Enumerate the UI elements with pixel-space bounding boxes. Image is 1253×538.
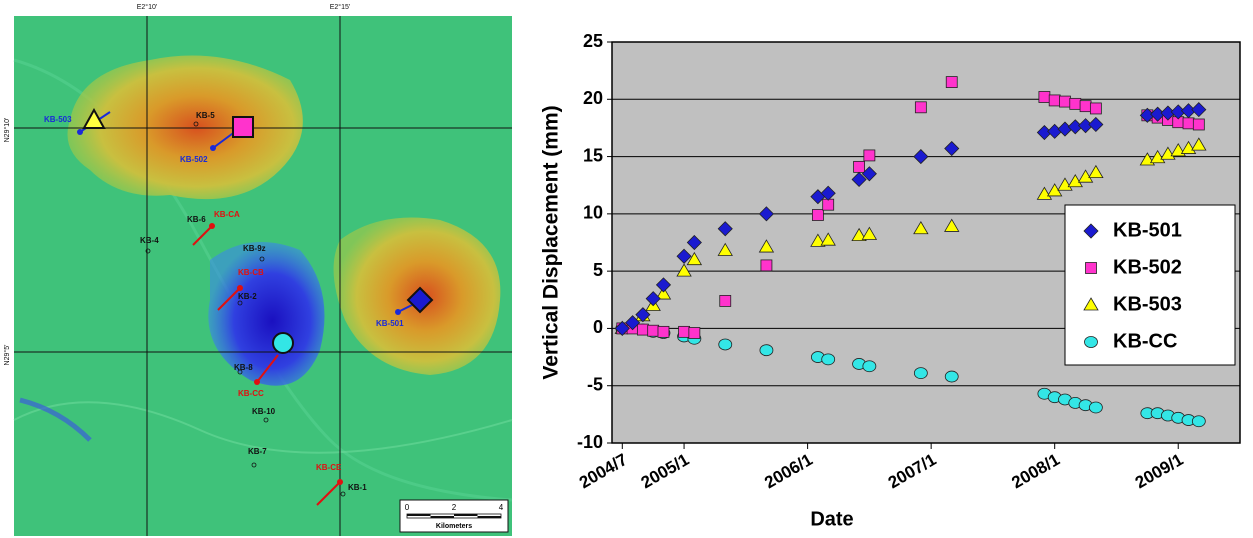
point xyxy=(915,102,926,113)
point xyxy=(864,150,875,161)
point xyxy=(863,361,876,372)
point xyxy=(1192,416,1205,427)
point xyxy=(760,345,773,356)
legend-label: KB-501 xyxy=(1113,219,1182,241)
point xyxy=(1049,95,1060,106)
map: E2°10' E2°15' N29°10' N29°5' KB-503 KB-5… xyxy=(0,0,516,538)
point xyxy=(648,325,659,336)
scale-label: 0 xyxy=(405,503,410,512)
point xyxy=(720,295,731,306)
x-tick-label: 2009/1 xyxy=(1132,450,1187,492)
x-tick-label: 2005/1 xyxy=(638,450,693,492)
well-label: KB-1 xyxy=(348,483,367,492)
point xyxy=(945,371,958,382)
point xyxy=(658,326,669,337)
y-tick-label: -10 xyxy=(577,432,603,452)
well-label: KB-5 xyxy=(196,111,215,120)
page: E2°10' E2°15' N29°10' N29°5' KB-503 KB-5… xyxy=(0,0,1253,538)
well-label: KB-6 xyxy=(187,215,206,224)
legend-marker xyxy=(1085,337,1098,348)
well-label: KB-CE xyxy=(316,463,342,472)
well-label: KB-CB xyxy=(238,268,264,277)
legend-label: KB-503 xyxy=(1113,293,1182,315)
well-label: KB-8 xyxy=(234,363,253,372)
point xyxy=(1059,96,1070,107)
well-label: KB-9z xyxy=(243,244,266,253)
y-axis-title: Vertical Displacement (mm) xyxy=(540,105,563,379)
y-tick-label: 15 xyxy=(583,145,603,165)
point xyxy=(1080,101,1091,112)
point xyxy=(689,328,700,339)
point xyxy=(822,354,835,365)
scale-label: 4 xyxy=(499,503,504,512)
y-tick-label: 20 xyxy=(583,88,603,108)
well-label: KB-7 xyxy=(248,447,267,456)
y-tick-label: -5 xyxy=(587,374,603,394)
x-axis-title: Date xyxy=(810,508,853,530)
point xyxy=(1090,103,1101,114)
well-label: KB-503 xyxy=(44,115,72,124)
point xyxy=(1070,98,1081,109)
y-tick-label: 10 xyxy=(583,203,603,223)
point xyxy=(914,368,927,379)
y-tick-label: 0 xyxy=(593,317,603,337)
coord-label: E2°15' xyxy=(330,3,350,11)
point xyxy=(637,324,648,335)
point xyxy=(679,326,690,337)
point xyxy=(823,199,834,210)
point xyxy=(761,260,772,271)
point xyxy=(946,77,957,88)
legend-marker xyxy=(1086,263,1097,274)
scale-label: 2 xyxy=(452,503,457,512)
well-label: KB-CC xyxy=(238,389,264,398)
well-label: KB-2 xyxy=(238,292,257,301)
scale-bar: 0 2 4 Kilometers xyxy=(400,500,508,532)
x-tick-label: 2006/1 xyxy=(761,450,816,492)
point xyxy=(719,339,732,350)
y-tick-label: 25 xyxy=(583,31,603,51)
point xyxy=(1039,91,1050,102)
point xyxy=(1089,402,1102,413)
point xyxy=(812,210,823,221)
well-label: KB-4 xyxy=(140,236,159,245)
y-tick-label: 5 xyxy=(593,260,603,280)
well-label: KB-501 xyxy=(376,319,404,328)
x-tick-label: 2004/7 xyxy=(576,450,631,492)
x-tick-label: 2008/1 xyxy=(1008,450,1063,492)
coord-label: E2°10' xyxy=(137,3,157,11)
coord-label: N29°10' xyxy=(3,118,11,143)
well-label: KB-502 xyxy=(180,155,208,164)
x-tick-label: 2007/1 xyxy=(885,450,940,492)
legend-label: KB-502 xyxy=(1113,256,1182,278)
point xyxy=(854,161,865,172)
legend-label: KB-CC xyxy=(1113,330,1177,352)
point xyxy=(1193,119,1204,130)
scale-unit: Kilometers xyxy=(436,523,472,530)
point xyxy=(1183,118,1194,129)
well-label: KB-CA xyxy=(214,210,240,219)
coord-label: N29°5' xyxy=(3,345,11,366)
well-label: KB-10 xyxy=(252,407,276,416)
